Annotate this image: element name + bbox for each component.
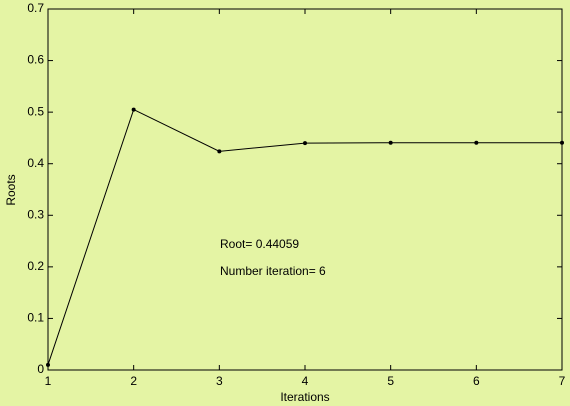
point [131, 107, 136, 112]
point [46, 362, 50, 367]
point [303, 141, 307, 146]
series-line [47, 108, 562, 366]
y-tick-label: 0.5 [27, 104, 44, 118]
y-tick-label: 0.4 [27, 156, 44, 170]
x-tick-label: 1 [45, 374, 52, 388]
point [388, 140, 393, 145]
x-tick-label: 7 [559, 374, 566, 388]
point [474, 140, 479, 145]
point [217, 149, 222, 154]
x-tick-label: 6 [473, 374, 480, 388]
annotation: Number iteration= 6 [220, 264, 326, 278]
annotation: Root= 0.44059 [220, 237, 299, 251]
y-tick-label: 0 [37, 362, 44, 376]
x-tick-label: 2 [130, 374, 137, 388]
point [560, 140, 564, 145]
x-tick-label: 5 [387, 374, 394, 388]
x-axis-label: Iterations [280, 390, 329, 404]
y-tick-label: 0.2 [27, 259, 44, 273]
plot-frame [47, 8, 563, 371]
y-tick-label: 0.3 [27, 207, 44, 221]
x-tick-label: 4 [302, 374, 309, 388]
y-tick-label: 0.6 [27, 53, 44, 67]
y-tick-label: 0.1 [27, 311, 44, 325]
x-tick-label: 3 [216, 374, 223, 388]
y-axis-label: Roots [4, 174, 18, 205]
y-tick-label: 0.7 [27, 1, 44, 15]
